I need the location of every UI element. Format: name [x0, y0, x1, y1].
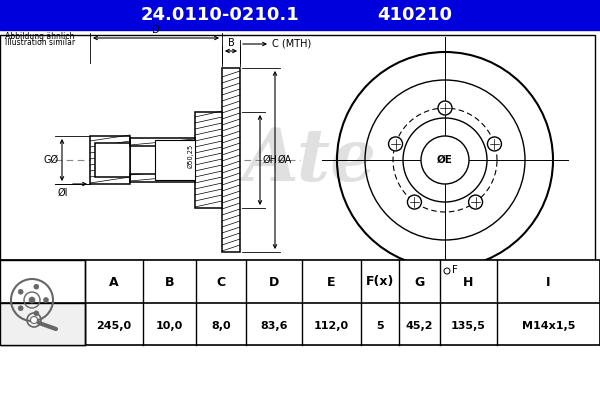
Text: I: I [546, 276, 551, 288]
Text: 5: 5 [376, 321, 384, 331]
Circle shape [389, 137, 403, 151]
Text: 8,0: 8,0 [211, 321, 231, 331]
Text: ØE: ØE [437, 155, 453, 165]
Text: ØI: ØI [58, 188, 68, 198]
Circle shape [487, 137, 502, 151]
Text: 83,6: 83,6 [260, 321, 288, 331]
Text: Abbildung ähnlich: Abbildung ähnlich [5, 32, 74, 41]
Text: C: C [217, 276, 226, 288]
Bar [0, 303, 85, 345]
Bar [0, 0, 600, 30]
Text: Ate: Ate [243, 124, 377, 196]
Text: B: B [165, 276, 174, 288]
Text: D: D [152, 25, 160, 35]
Circle shape [31, 316, 37, 324]
Text: ØH: ØH [263, 155, 278, 165]
Text: F: F [452, 265, 458, 275]
Text: A: A [109, 276, 119, 288]
Bar [155, 140, 195, 180]
Text: F(x): F(x) [366, 276, 394, 288]
Circle shape [44, 298, 49, 302]
Text: 45,2: 45,2 [406, 321, 433, 331]
Bar [0, 260, 600, 345]
Circle shape [34, 311, 39, 316]
Bar [0, 35, 595, 260]
Bar [130, 138, 195, 182]
Text: G: G [415, 276, 425, 288]
Text: 112,0: 112,0 [314, 321, 349, 331]
Bar [0, 260, 85, 345]
Circle shape [469, 195, 482, 209]
Circle shape [34, 284, 39, 289]
Text: 410210: 410210 [377, 6, 452, 24]
Circle shape [18, 306, 23, 311]
Bar [95, 143, 130, 177]
Text: 24.0110-0210.1: 24.0110-0210.1 [140, 6, 299, 24]
Circle shape [18, 289, 23, 294]
Text: 10,0: 10,0 [156, 321, 183, 331]
Text: M14x1,5: M14x1,5 [522, 321, 575, 331]
Bar [222, 68, 240, 252]
Text: E: E [327, 276, 336, 288]
Text: Ø50,25: Ø50,25 [188, 144, 194, 168]
Text: H: H [463, 276, 473, 288]
Text: B: B [227, 38, 235, 48]
Bar [130, 146, 195, 174]
Circle shape [421, 136, 469, 184]
Text: 135,5: 135,5 [451, 321, 486, 331]
Bar [195, 112, 222, 208]
Text: 245,0: 245,0 [97, 321, 131, 331]
Circle shape [438, 101, 452, 115]
Text: C (MTH): C (MTH) [272, 39, 311, 49]
Text: Illustration similar: Illustration similar [5, 38, 75, 47]
Text: GØ: GØ [44, 155, 59, 165]
Text: D: D [269, 276, 279, 288]
Text: ØA: ØA [278, 155, 292, 165]
Circle shape [407, 195, 421, 209]
Bar [90, 136, 130, 184]
Circle shape [29, 297, 35, 303]
